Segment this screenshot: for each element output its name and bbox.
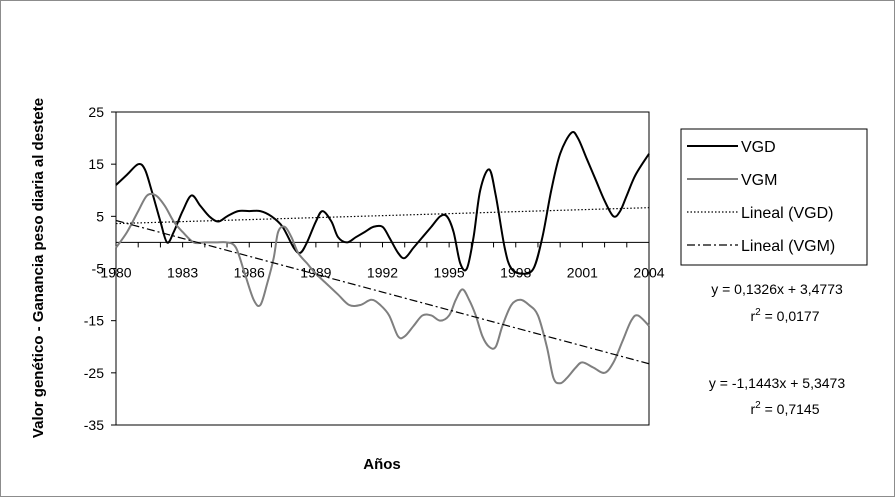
legend: VGD VGM Lineal (VGD) Lineal (VGM) [680,128,868,266]
r2-vgm-sup: 2 [755,400,761,411]
series-line-lineal-vgd [115,207,650,225]
y-tick-label: -15 [84,313,104,329]
x-tick-label: 2001 [567,264,598,280]
y-axis-title: Valor genético - Ganancia peso diaria al… [30,98,47,438]
legend-box [680,128,868,266]
y-tick-label: 15 [88,156,104,172]
r2-vgd-letter: r [750,308,755,324]
r2-vgd: r2 = 0,0177 [750,307,819,324]
x-tick-label: 1992 [367,264,398,280]
legend-label: VGM [741,172,777,189]
y-tick-label: -5 [92,261,105,277]
eq-vgd: y = 0,1326x + 3,4773 [711,281,843,297]
x-tick-label: 1995 [434,264,465,280]
y-tick-label: -25 [84,365,104,381]
y-tick-label: -35 [84,417,104,433]
x-tick-label: 2004 [633,264,664,280]
x-tick-label: 1986 [234,264,265,280]
legend-label: Lineal (VGM) [741,238,835,255]
r2-vgm: r2 = 0,7145 [750,400,819,417]
x-axis-title: Años [363,456,401,473]
y-tick-label: 25 [88,104,104,120]
r2-vgd-value: = 0,0177 [761,308,820,324]
r2-vgm-letter: r [750,401,755,417]
r2-vgm-value: = 0,7145 [761,401,820,417]
series-line-vgd [115,130,650,275]
eq-vgm: y = -1,1443x + 5,3473 [709,375,845,391]
series-line-lineal-vgm [115,219,650,365]
y-tick-label: 5 [96,208,104,224]
x-tick-label: 1980 [100,264,131,280]
regression-equations: y = 0,1326x + 3,4773 r2 = 0,0177 y = -1,… [709,281,845,417]
r2-vgd-sup: 2 [755,307,761,318]
legend-label: VGD [741,139,776,156]
legend-label: Lineal (VGD) [741,205,833,222]
series-line-vgm [115,192,650,385]
x-tick-label: 1983 [167,264,198,280]
